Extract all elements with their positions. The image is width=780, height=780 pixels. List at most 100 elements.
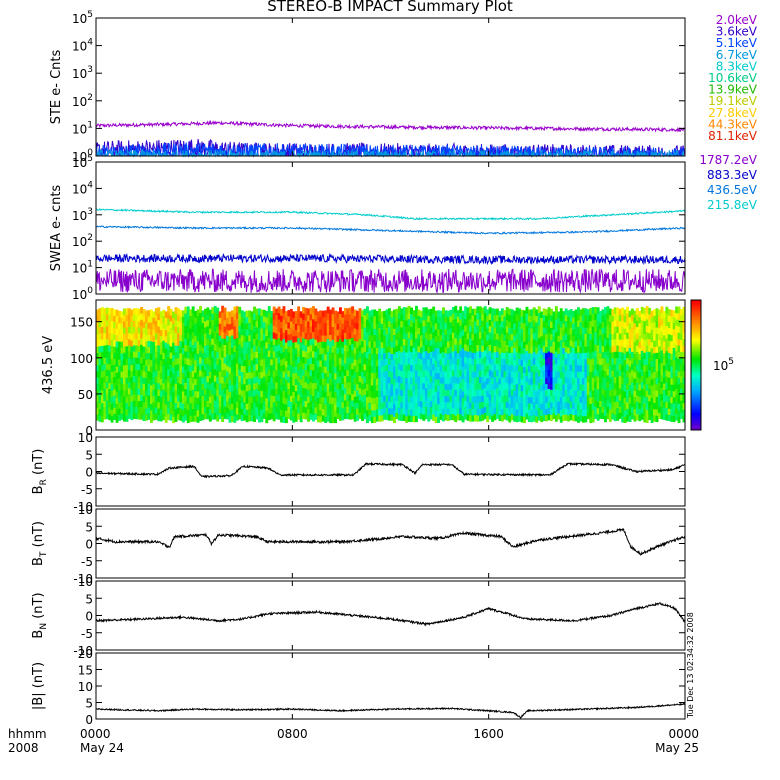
heat-cell [309,394,313,402]
heat-cell [508,384,512,391]
heat-cell [285,335,288,343]
heat-cell [140,338,144,345]
heat-cell [204,339,207,346]
heat-cell [618,333,622,340]
heat-cell [162,334,166,341]
heat-cell [154,407,158,414]
heat-cell [145,334,148,342]
heat-cell [385,333,389,341]
heat-cell [319,391,323,398]
heat-cell [331,384,335,392]
heat-cell [496,326,499,334]
heat-cell [275,314,279,322]
heat-cell [223,356,227,364]
heat-cell [255,363,259,371]
heat-cell [613,401,617,409]
heat-cell [483,400,487,407]
heat-cell [346,308,350,315]
heat-cell [287,364,291,371]
heat-cell [172,348,175,356]
heat-cell [540,409,544,416]
heat-cell [275,363,279,371]
heat-cell [564,308,568,316]
heat-cell [402,408,406,415]
heat-cell [523,316,526,324]
heat-cell [451,357,455,364]
heat-cell [581,339,585,347]
heat-cell [346,339,350,346]
heat-cell [586,388,590,395]
heat-cell [159,335,163,343]
heat-cell [520,390,524,398]
heat-cell [132,400,136,407]
heat-cell [643,377,647,385]
heat-cell [184,332,188,339]
heat-cell [267,318,271,326]
heat-cell [125,327,129,334]
heat-cell [586,382,590,389]
heat-cell [368,347,372,354]
heat-cell [395,327,399,334]
heat-cell [105,357,109,364]
heat-cell [216,358,220,365]
heat-cell [596,370,600,377]
heat-cell [633,310,637,318]
heat-cell [390,389,394,397]
heat-cell [184,414,188,421]
heat-cell [662,377,666,384]
heat-cell [454,357,458,365]
heat-cell [397,375,401,383]
heat-cell [299,378,303,386]
heat-cell [434,391,438,399]
heat-cell [532,320,536,327]
heat-cell [616,338,620,346]
heat-cell [363,370,367,377]
heat-cell [388,314,391,322]
heat-cell [302,375,305,382]
heat-cell [567,390,571,397]
heat-cell [127,357,131,364]
heat-cell [172,373,175,380]
heat-cell [461,347,465,355]
heat-cell [378,408,382,416]
heat-cell [235,407,239,415]
heat-cell [518,402,521,410]
heat-cell [420,340,423,348]
heat-cell [240,377,244,385]
heat-cell [255,376,259,383]
heat-cell [682,402,686,410]
heat-cell [518,339,521,347]
heat-cell [618,351,622,358]
heat-cell [442,351,445,359]
heat-cell [223,412,227,419]
heat-cell [351,412,355,420]
heat-cell [378,333,382,341]
heat-cell [152,311,156,318]
heat-cell [150,340,153,348]
heat-cell [618,394,622,401]
colorbar-step [691,397,701,401]
y-tick-label-bmag-4: 20 [78,647,93,661]
heat-cell [518,415,521,422]
heat-cell [302,307,305,314]
heat-cell [510,321,514,329]
heat-cell [417,406,421,413]
heat-cell [459,401,463,408]
heat-cell [380,323,384,330]
heat-cell [461,323,465,330]
heat-cell [486,309,490,316]
heat-cell [530,315,534,323]
heat-cell [473,389,477,397]
heat-cell [361,316,364,323]
heat-cell [370,410,374,417]
heat-cell [228,373,232,380]
heat-cell [500,383,504,391]
heat-cell [444,407,448,415]
heat-cell [464,356,467,364]
heat-cell [596,332,600,340]
heat-cell [675,319,679,326]
heat-cell [675,338,679,345]
heat-cell [179,316,183,323]
heat-cell [510,413,514,421]
legend-swea-3: 215.8eV [707,198,758,212]
